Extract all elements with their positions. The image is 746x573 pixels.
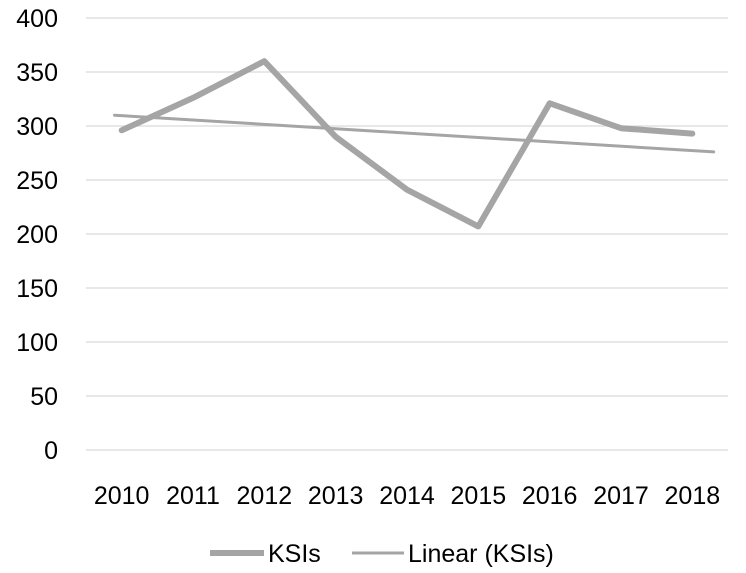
legend-label-linear: Linear (KSIs) <box>408 540 554 568</box>
x-tick-label: 2013 <box>308 482 364 510</box>
y-tick-label: 150 <box>16 275 58 303</box>
legend-label-ksis: KSIs <box>268 540 321 568</box>
series-lines <box>113 58 716 230</box>
x-tick-label: 2015 <box>451 482 507 510</box>
x-tick-label: 2016 <box>522 482 578 510</box>
trendline-linear-ksis <box>113 113 716 154</box>
gridlines <box>86 17 728 451</box>
x-tick-label: 2011 <box>166 482 220 510</box>
series-line-ksis <box>118 58 696 230</box>
x-tick-label: 2012 <box>237 482 293 510</box>
x-tick-label: 2018 <box>665 482 721 510</box>
y-tick-label: 350 <box>16 59 58 87</box>
y-tick-label: 300 <box>16 113 58 141</box>
x-tick-label: 2017 <box>593 482 649 510</box>
y-tick-label: 400 <box>16 5 58 33</box>
x-tick-label: 2010 <box>94 482 150 510</box>
y-tick-label: 250 <box>16 167 58 195</box>
legend: KSIs Linear (KSIs) <box>210 540 554 568</box>
x-axis: 2010 2011 2012 2013 2014 2015 2016 2017 2018 <box>94 482 720 510</box>
y-tick-label: 50 <box>30 383 58 411</box>
y-axis: 0 50 100 150 200 250 300 350 400 <box>16 5 58 465</box>
y-tick-label: 200 <box>16 221 58 249</box>
x-tick-label: 2014 <box>379 482 435 510</box>
y-tick-label: 0 <box>44 437 58 465</box>
y-tick-label: 100 <box>16 329 58 357</box>
